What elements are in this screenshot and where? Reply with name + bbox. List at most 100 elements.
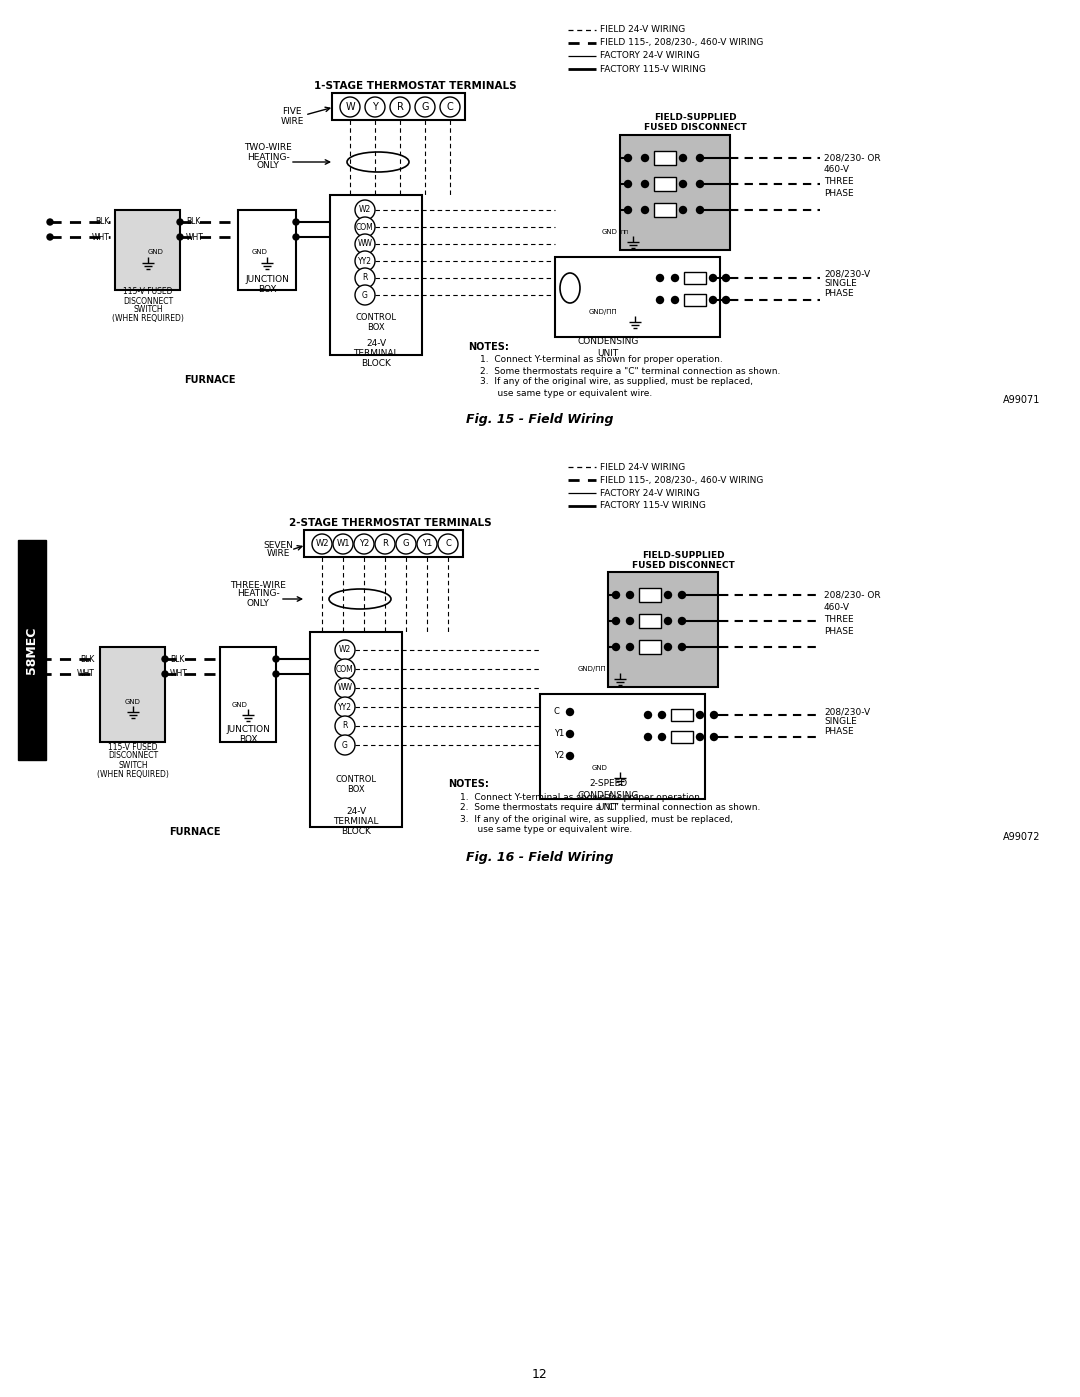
Text: Y1: Y1	[554, 729, 564, 739]
Text: W: W	[346, 102, 355, 112]
Text: THREE-WIRE: THREE-WIRE	[230, 581, 286, 590]
Text: use same type or equivalent wire.: use same type or equivalent wire.	[486, 388, 652, 398]
Circle shape	[293, 235, 299, 240]
Text: 2-STAGE THERMOSTAT TERMINALS: 2-STAGE THERMOSTAT TERMINALS	[288, 518, 491, 528]
Text: THREE: THREE	[824, 615, 853, 623]
Circle shape	[37, 671, 43, 678]
Circle shape	[355, 251, 375, 271]
Text: G: G	[421, 102, 429, 112]
Circle shape	[678, 617, 686, 624]
Circle shape	[48, 219, 53, 225]
Bar	[540, 694, 705, 799]
Text: G: G	[362, 291, 368, 299]
Text: FUSED DISCONNECT: FUSED DISCONNECT	[644, 123, 746, 133]
Circle shape	[659, 733, 665, 740]
Circle shape	[438, 534, 458, 555]
Text: WHT: WHT	[92, 232, 110, 242]
Text: WW: WW	[357, 239, 373, 249]
Text: 2.  Some thermostats require a "C" terminal connection as shown.: 2. Some thermostats require a "C" termin…	[460, 803, 760, 813]
Circle shape	[177, 235, 183, 240]
Circle shape	[642, 155, 648, 162]
Text: (WHEN REQUIRED): (WHEN REQUIRED)	[112, 314, 184, 324]
Text: WHT: WHT	[170, 669, 188, 679]
Circle shape	[642, 180, 648, 187]
Circle shape	[626, 617, 634, 624]
Text: SINGLE: SINGLE	[824, 718, 856, 726]
Text: C: C	[447, 102, 454, 112]
Circle shape	[697, 155, 703, 162]
Circle shape	[697, 207, 703, 214]
Circle shape	[162, 657, 168, 662]
Text: BLK: BLK	[170, 655, 185, 664]
Bar	[654, 177, 676, 191]
Bar	[220, 647, 276, 742]
Text: FIELD-SUPPLIED: FIELD-SUPPLIED	[642, 550, 725, 560]
Text: Y: Y	[373, 102, 378, 112]
Circle shape	[375, 534, 395, 555]
Circle shape	[624, 180, 632, 187]
Circle shape	[711, 733, 717, 740]
Circle shape	[672, 274, 678, 282]
Bar	[654, 151, 676, 165]
Text: FURNACE: FURNACE	[185, 374, 235, 386]
Circle shape	[678, 644, 686, 651]
Text: GND: GND	[602, 229, 617, 235]
Text: 115-V FUSED: 115-V FUSED	[108, 742, 158, 752]
Text: 58MEC: 58MEC	[26, 626, 39, 673]
Text: R: R	[362, 274, 367, 282]
Circle shape	[293, 219, 299, 225]
Circle shape	[162, 671, 168, 678]
Text: GND: GND	[592, 766, 608, 771]
Bar	[332, 94, 465, 120]
Circle shape	[664, 617, 672, 624]
Circle shape	[177, 219, 183, 225]
Text: WW: WW	[337, 683, 352, 693]
Text: GND: GND	[252, 249, 268, 256]
Text: WHT: WHT	[77, 669, 95, 679]
Circle shape	[723, 296, 729, 303]
Circle shape	[37, 657, 43, 662]
Circle shape	[679, 155, 687, 162]
Text: PHASE: PHASE	[824, 728, 853, 736]
Text: C: C	[445, 539, 451, 549]
Circle shape	[697, 711, 703, 718]
Text: YY2: YY2	[338, 703, 352, 711]
Circle shape	[335, 735, 355, 754]
Text: GND: GND	[148, 249, 164, 256]
Text: COM: COM	[356, 222, 374, 232]
Text: BOX: BOX	[239, 735, 257, 743]
Text: 460-V: 460-V	[824, 165, 850, 175]
Circle shape	[657, 274, 663, 282]
Text: FIVE: FIVE	[282, 108, 301, 116]
Text: ONLY: ONLY	[246, 598, 269, 608]
Text: WIRE: WIRE	[281, 116, 303, 126]
Text: NOTES:: NOTES:	[468, 342, 509, 352]
Text: DISCONNECT: DISCONNECT	[123, 296, 173, 306]
Circle shape	[335, 717, 355, 736]
Text: GND: GND	[232, 703, 248, 708]
Circle shape	[355, 200, 375, 219]
Text: FACTORY 115-V WIRING: FACTORY 115-V WIRING	[600, 502, 706, 510]
Text: FIELD 24-V WIRING: FIELD 24-V WIRING	[600, 462, 685, 472]
Circle shape	[567, 731, 573, 738]
Text: W2: W2	[315, 539, 328, 549]
Text: 208/230-V: 208/230-V	[824, 707, 870, 717]
Circle shape	[679, 180, 687, 187]
Text: GND/ΠΠ: GND/ΠΠ	[589, 309, 617, 314]
Text: 2.  Some thermostats require a "C" terminal connection as shown.: 2. Some thermostats require a "C" termin…	[480, 366, 781, 376]
Text: G: G	[342, 740, 348, 750]
Circle shape	[354, 534, 374, 555]
Text: FACTORY 115-V WIRING: FACTORY 115-V WIRING	[600, 64, 706, 74]
Text: A99072: A99072	[1002, 833, 1040, 842]
Text: Y1: Y1	[422, 539, 432, 549]
Text: CONTROL: CONTROL	[336, 774, 377, 784]
Circle shape	[415, 96, 435, 117]
Text: THREE: THREE	[824, 177, 853, 187]
Text: W1: W1	[336, 539, 350, 549]
Text: BLOCK: BLOCK	[341, 827, 370, 837]
Text: SEVEN: SEVEN	[264, 541, 293, 549]
Circle shape	[697, 733, 703, 740]
Circle shape	[642, 207, 648, 214]
Text: PHASE: PHASE	[824, 190, 853, 198]
Text: FIELD-SUPPLIED: FIELD-SUPPLIED	[653, 113, 737, 123]
